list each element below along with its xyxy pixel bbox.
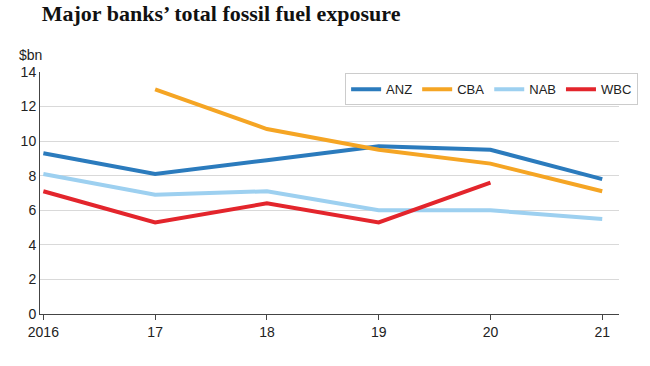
svg-text:Major banks’ total fossil fuel: Major banks’ total fossil fuel exposure <box>42 1 401 26</box>
svg-text:10: 10 <box>21 133 37 149</box>
svg-text:2016: 2016 <box>28 324 59 340</box>
svg-text:2: 2 <box>28 271 36 287</box>
svg-text:0: 0 <box>28 306 36 322</box>
svg-text:12: 12 <box>21 98 37 114</box>
svg-text:NAB: NAB <box>529 82 556 97</box>
svg-text:WBC: WBC <box>601 82 631 97</box>
svg-text:Source: Macquarie Research: Source: Macquarie Research <box>442 364 617 366</box>
svg-text:4: 4 <box>28 237 36 253</box>
svg-text:$bn: $bn <box>19 47 42 63</box>
svg-text:19: 19 <box>371 324 387 340</box>
svg-text:6: 6 <box>28 202 36 218</box>
svg-text:17: 17 <box>147 324 163 340</box>
svg-text:ANZ: ANZ <box>386 82 412 97</box>
svg-text:18: 18 <box>259 324 275 340</box>
svg-text:21: 21 <box>594 324 610 340</box>
svg-text:CBA: CBA <box>457 82 484 97</box>
svg-text:8: 8 <box>28 168 36 184</box>
svg-text:14: 14 <box>21 64 37 80</box>
svg-text:20: 20 <box>483 324 499 340</box>
